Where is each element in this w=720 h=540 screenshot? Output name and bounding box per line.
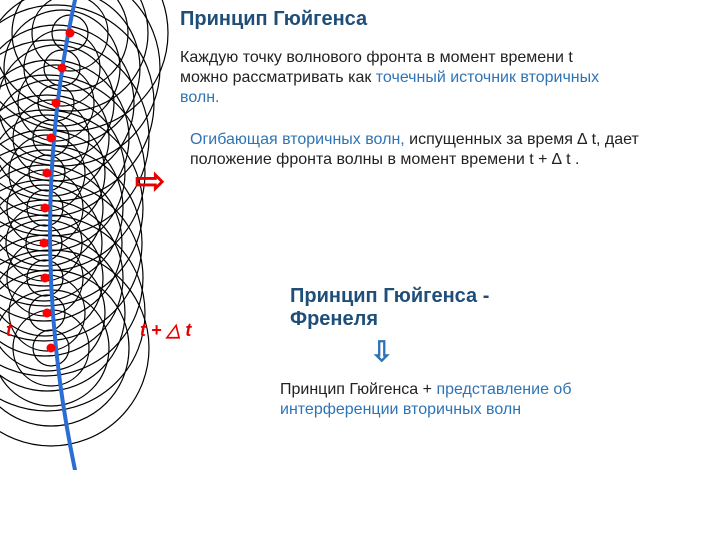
paragraph-2: Огибающая вторичных волн, испущенных за … — [190, 130, 710, 170]
stage: t t + △ t ⇨ Принцип Гюйгенса Каждую точк… — [0, 0, 720, 540]
down-arrow-icon: ⇩ — [370, 335, 393, 368]
label-t-text: t — [6, 320, 12, 340]
label-t-plus-dt: t + △ t — [140, 320, 191, 341]
p2a: Огибающая вторичных волн, — [190, 131, 409, 148]
label-tdt-text: t + △ t — [140, 320, 191, 340]
title-huygens: Принцип Гюйгенса — [180, 8, 380, 31]
title-hf-text: Принцип Гюйгенса - Френеля — [290, 285, 489, 330]
implication-arrow-icon: ⇨ — [135, 160, 165, 202]
down-arrow-glyph: ⇩ — [370, 336, 393, 367]
title-huygens-text: Принцип Гюйгенса — [180, 8, 367, 30]
arrow-glyph: ⇨ — [135, 160, 165, 201]
paragraph-1: Каждую точку волнового фронта в момент в… — [180, 48, 600, 108]
label-t: t — [6, 320, 12, 341]
p3a: Принцип Гюйгенса + — [280, 381, 436, 398]
paragraph-3: Принцип Гюйгенса + представление об инте… — [280, 380, 690, 420]
title-huygens-fresnel: Принцип Гюйгенса - Френеля — [290, 285, 550, 331]
